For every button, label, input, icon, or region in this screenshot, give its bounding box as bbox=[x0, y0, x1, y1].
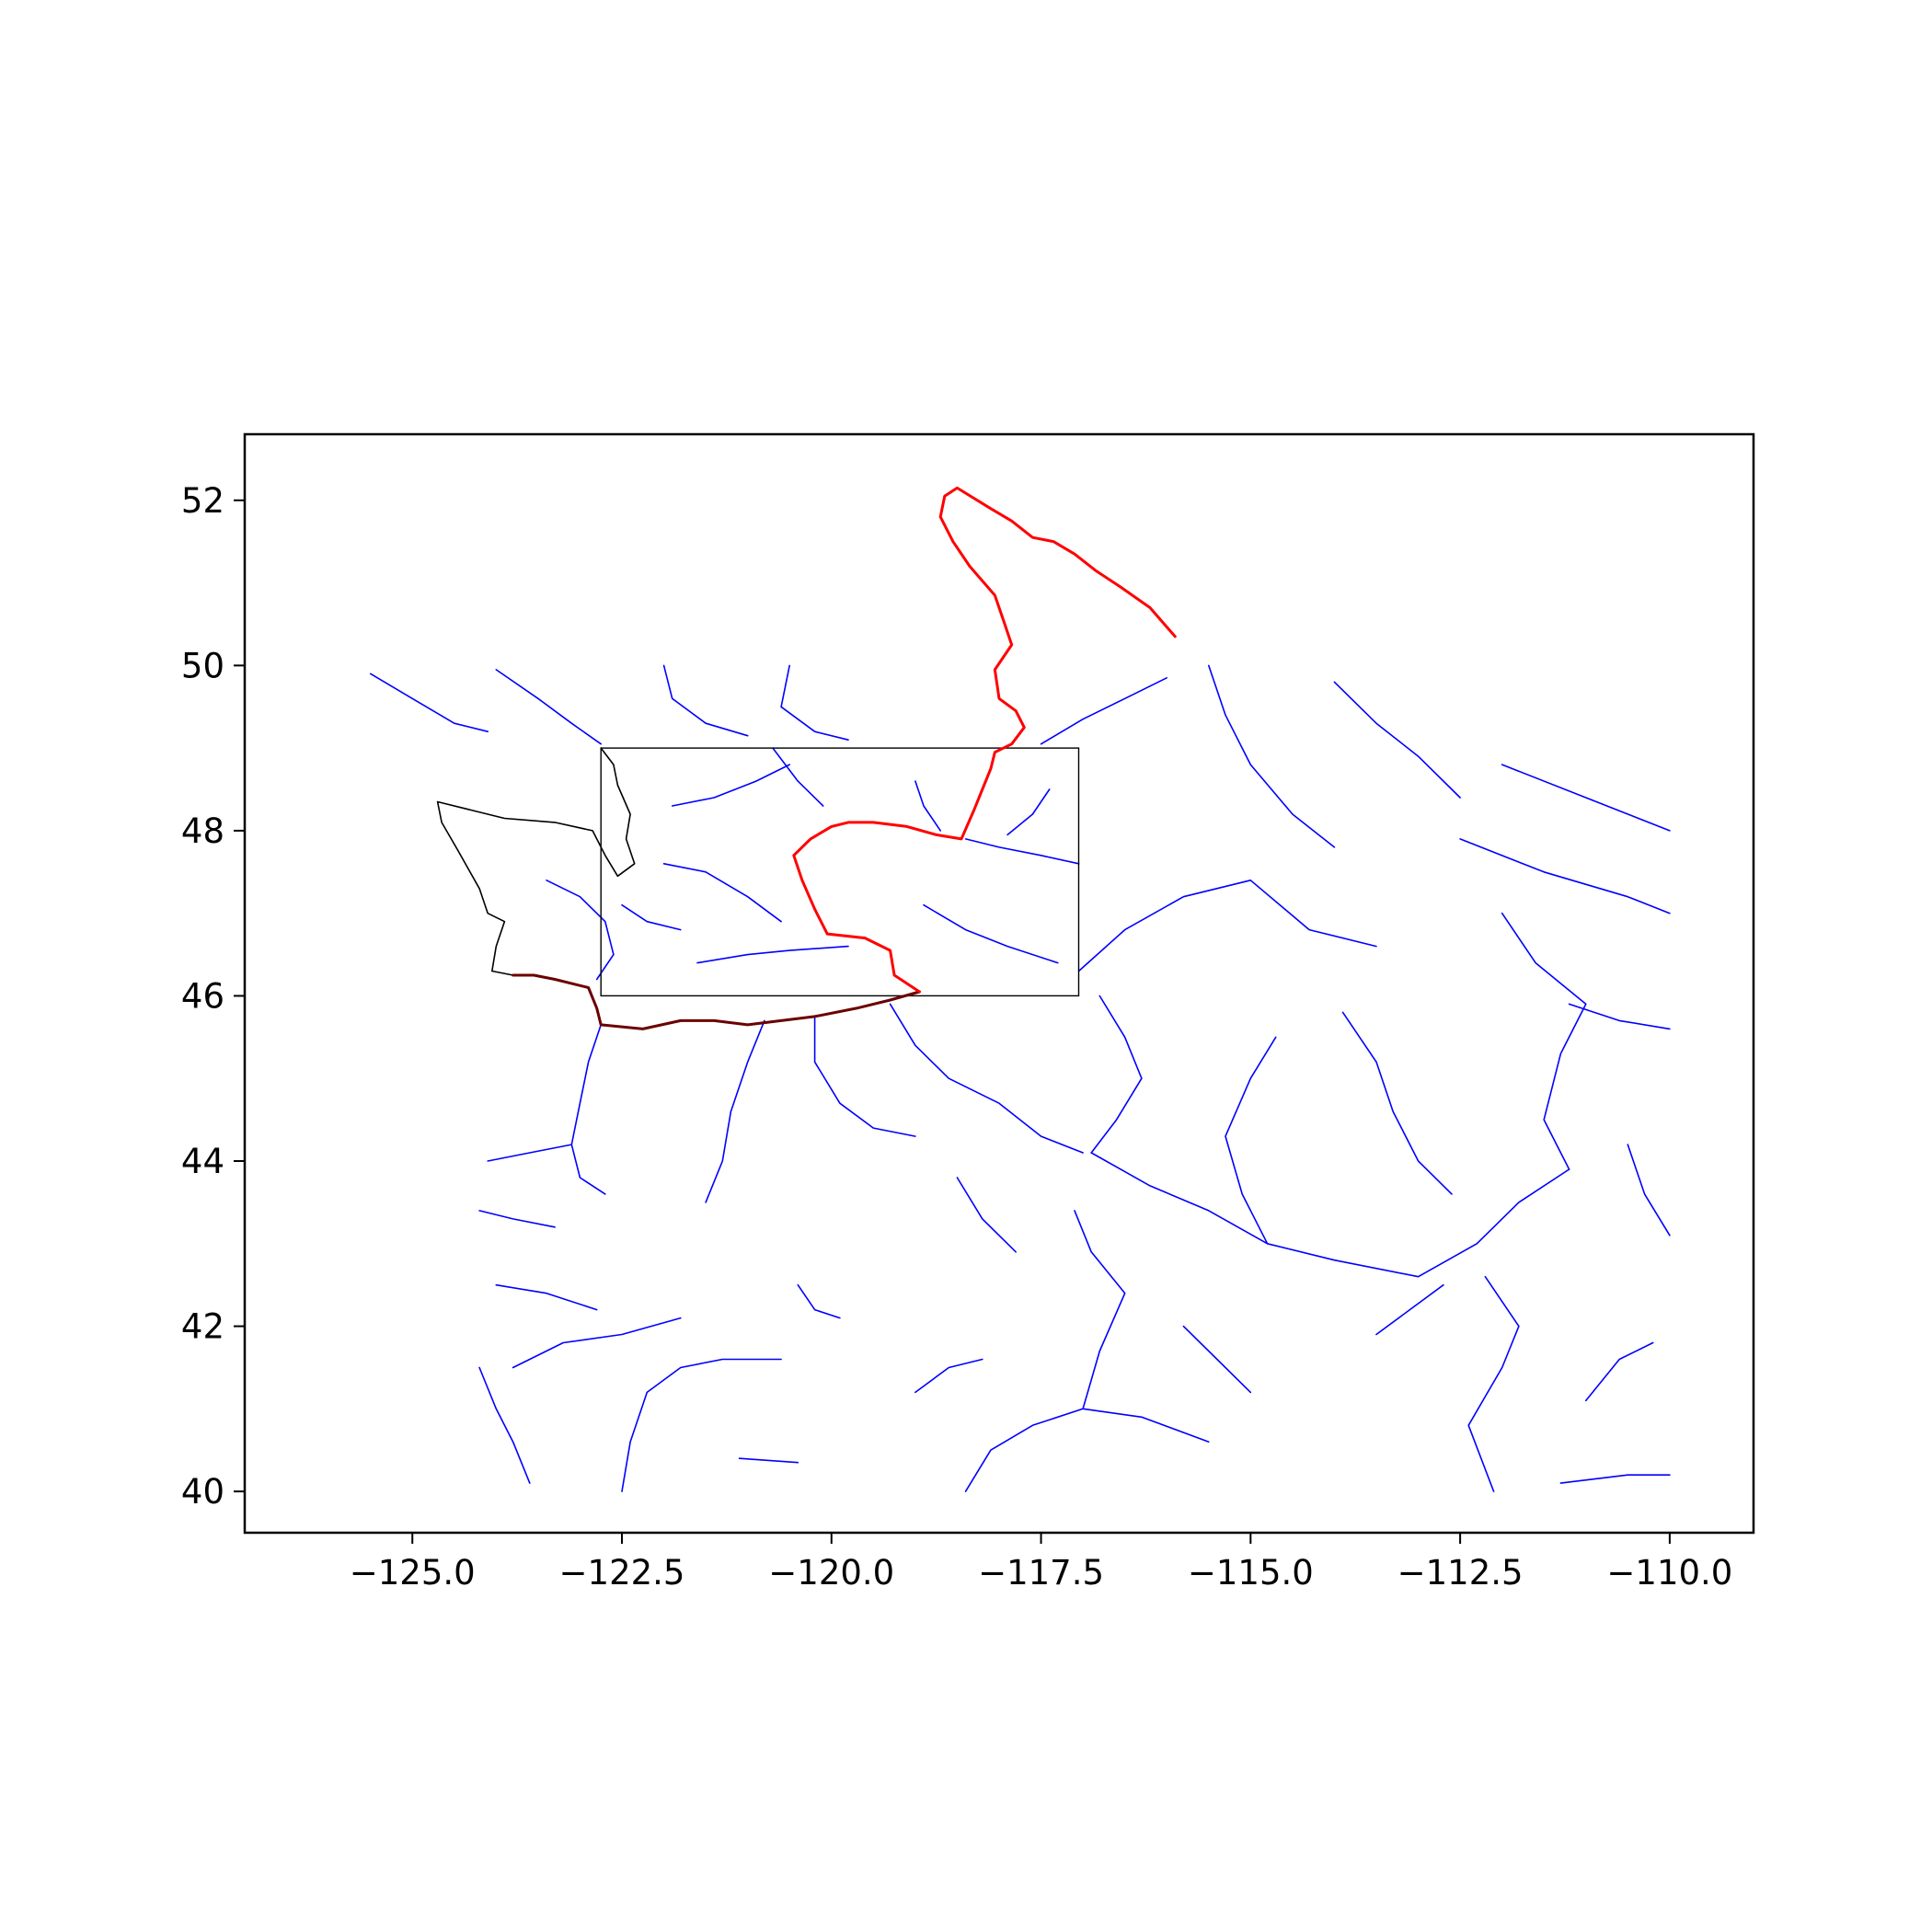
river-line bbox=[495, 669, 602, 745]
y-tick-label: 40 bbox=[181, 1472, 224, 1512]
y-tick-label: 42 bbox=[181, 1307, 224, 1347]
river-line bbox=[478, 1366, 531, 1484]
river-line bbox=[914, 1358, 983, 1394]
river-line bbox=[1090, 1152, 1570, 1278]
x-tick-label: −112.5 bbox=[1397, 1553, 1524, 1593]
river-line bbox=[1006, 788, 1051, 836]
river-line bbox=[621, 903, 682, 931]
river-line bbox=[1333, 681, 1461, 799]
y-axis: 40 42 44 46 48 50 52 bbox=[181, 481, 245, 1512]
river-line bbox=[1208, 664, 1336, 848]
river-line bbox=[696, 945, 849, 964]
columbia-river bbox=[792, 486, 1177, 994]
y-tick-label: 44 bbox=[181, 1142, 224, 1181]
river-line bbox=[797, 1283, 841, 1319]
river-line bbox=[1341, 1011, 1453, 1195]
x-tick-label: −115.0 bbox=[1188, 1553, 1314, 1593]
river-line bbox=[487, 1144, 573, 1162]
river-line bbox=[570, 1024, 606, 1195]
river-line bbox=[1501, 912, 1587, 1170]
river-line bbox=[705, 1019, 765, 1203]
x-tick-label: −110.0 bbox=[1606, 1553, 1732, 1593]
river-line bbox=[495, 1283, 598, 1311]
map-layer bbox=[369, 486, 1671, 1492]
y-tick-label: 46 bbox=[181, 976, 224, 1016]
state-outline bbox=[436, 747, 636, 976]
river-line bbox=[1225, 1036, 1277, 1245]
river-line bbox=[671, 764, 790, 807]
river-line bbox=[546, 880, 615, 981]
river-line bbox=[964, 1408, 1210, 1492]
y-tick-label: 52 bbox=[181, 481, 224, 521]
river-line bbox=[1182, 1325, 1252, 1394]
river-line bbox=[1568, 1003, 1671, 1030]
x-tick-label: −117.5 bbox=[978, 1553, 1104, 1593]
river-line bbox=[1467, 1275, 1520, 1492]
x-axis: −125.0 −122.5 −120.0 −117.5 −115.0 −112.5 −110… bbox=[350, 1533, 1732, 1593]
river-line bbox=[478, 1210, 556, 1228]
river-line bbox=[772, 747, 824, 807]
river-line bbox=[369, 673, 489, 732]
y-tick-label: 50 bbox=[181, 646, 224, 685]
river-line bbox=[923, 903, 1059, 964]
river-line bbox=[914, 780, 941, 832]
x-tick-label: −122.5 bbox=[559, 1553, 685, 1593]
river-line bbox=[1090, 995, 1143, 1154]
lower-columbia-river bbox=[512, 973, 921, 1030]
river-line bbox=[1077, 880, 1377, 972]
river-line bbox=[662, 664, 749, 737]
river-line bbox=[1459, 838, 1671, 914]
river-line bbox=[1559, 1474, 1671, 1484]
river-line bbox=[512, 1317, 682, 1369]
y-tick-label: 48 bbox=[181, 811, 224, 851]
river-line bbox=[662, 863, 782, 923]
river-line bbox=[813, 1016, 916, 1137]
plot-frame bbox=[243, 432, 1755, 1535]
river-line bbox=[1375, 1283, 1444, 1336]
river-line bbox=[1074, 1210, 1126, 1410]
river-line bbox=[1501, 764, 1671, 832]
river-line bbox=[889, 1003, 1084, 1154]
bounding-box bbox=[600, 747, 1080, 997]
x-tick-label: −125.0 bbox=[350, 1553, 476, 1593]
river-line bbox=[780, 664, 849, 741]
river-line bbox=[956, 1177, 1017, 1253]
river-line bbox=[621, 1358, 782, 1492]
river-line bbox=[738, 1457, 799, 1464]
river-line bbox=[964, 838, 1080, 865]
river-line bbox=[1040, 677, 1167, 745]
river-line bbox=[1627, 1144, 1671, 1236]
river-line bbox=[1585, 1341, 1654, 1402]
x-tick-label: −120.0 bbox=[768, 1553, 894, 1593]
